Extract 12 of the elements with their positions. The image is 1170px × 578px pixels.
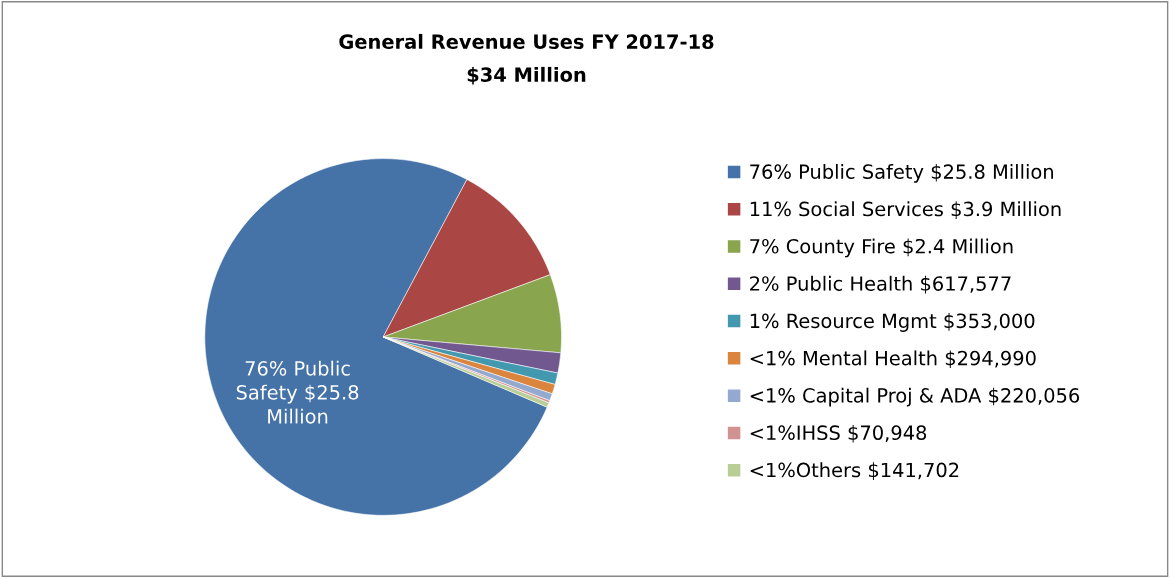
text: 76% Public Safety $25.8 Million — [236, 360, 359, 424]
legend-label: 2% Public Health $617,577 — [750, 275, 1011, 294]
legend-label: 7% County Fire $2.4 Million — [750, 238, 1013, 258]
chart-subtitle: $34 Million — [467, 66, 586, 85]
legend-label: 1% Resource Mgmt $353,000 — [750, 313, 1035, 332]
chart-title: General Revenue Uses FY 2017-18 — [339, 33, 714, 49]
legend-label: 11% Social Services $3.9 Million — [750, 201, 1061, 219]
legend-label: 76% Public Safety $25.8 Million — [750, 163, 1053, 183]
legend-label: <1%Others $141,702 — [750, 462, 959, 480]
legend-label: <1%IHSS $70,948 — [750, 424, 927, 443]
legend-label: <1% Mental Health $294,990 — [750, 350, 1036, 369]
legend-label: <1% Capital Proj & ADA $220,056 — [750, 387, 1080, 407]
